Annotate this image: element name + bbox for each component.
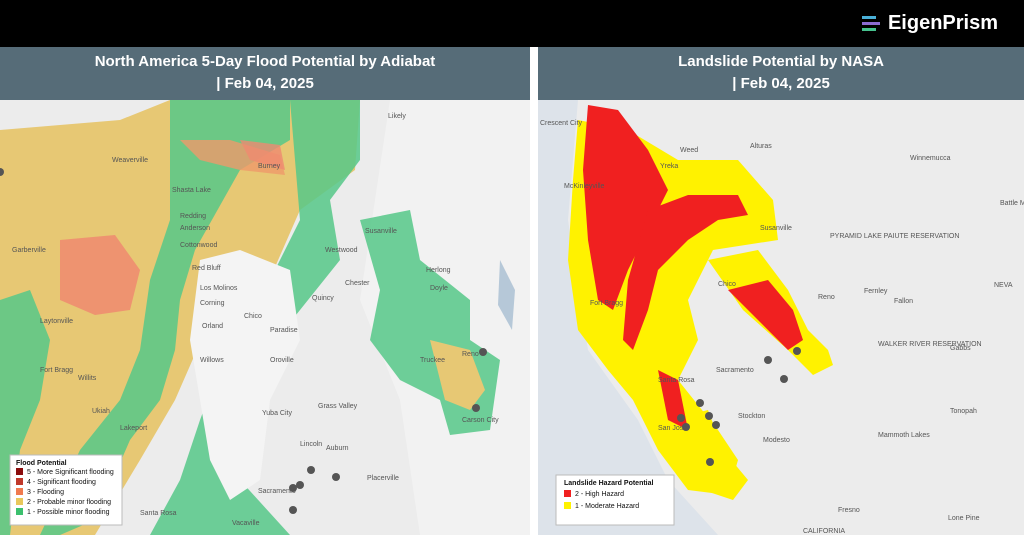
place-label: Lone Pine <box>948 515 980 522</box>
legend-swatch <box>564 490 571 497</box>
title-line: | Feb 04, 2025 <box>216 75 314 92</box>
place-label: Sacramento <box>258 488 296 495</box>
title-line: Landslide Potential by NASA <box>678 53 884 70</box>
legend: Flood Potential 5 - More Significant flo… <box>9 454 123 526</box>
place-label: Auburn <box>326 445 349 452</box>
place-label: Red Bluff <box>192 265 221 272</box>
place-label: Grass Valley <box>318 403 358 410</box>
place-label: Laytonville <box>40 318 73 325</box>
place-label: Lakeport <box>120 425 147 432</box>
place-label: Herlong <box>426 267 451 274</box>
place-label: Modesto <box>763 437 790 444</box>
legend-label: 4 - Significant flooding <box>27 479 96 486</box>
place-label: Placerville <box>367 475 399 482</box>
place-label: Willows <box>200 357 224 364</box>
title-line: | Feb 04, 2025 <box>732 75 830 92</box>
logo-icon <box>862 16 880 31</box>
place-label: Burney <box>258 163 281 170</box>
place-label: Carson City <box>462 417 499 424</box>
place-label: Fernley <box>864 288 888 295</box>
place-label: Likely <box>388 113 406 120</box>
legend-label: 1 - Moderate Hazard <box>575 503 639 510</box>
place-label: Battle Mountain <box>1000 200 1024 207</box>
panel-title: North America 5-Day Flood Potential by A… <box>0 47 530 100</box>
place-label: Weed <box>680 147 698 154</box>
place-label: Sacramento <box>716 367 754 374</box>
legend-label: 2 - High Hazard <box>575 491 624 498</box>
place-label: PYRAMID LAKE PAIUTE RESERVATION <box>830 233 959 240</box>
legend-swatch <box>16 508 23 515</box>
place-label: Tonopah <box>950 408 977 415</box>
place-label: Yuba City <box>262 410 292 417</box>
place-label: Shasta Lake <box>172 187 211 194</box>
place-label: Reno <box>818 294 835 301</box>
place-label: Fallon <box>894 298 913 305</box>
panel-title: Landslide Potential by NASA | Feb 04, 202… <box>538 47 1024 100</box>
legend-label: 3 - Flooding <box>27 489 64 496</box>
place-label: Susanville <box>760 225 792 232</box>
place-label: Stockton <box>738 413 765 420</box>
place-label: Winnemucca <box>910 155 951 162</box>
legend-label: 5 - More Significant flooding <box>27 469 114 476</box>
place-label: Weaverville <box>112 157 148 164</box>
legend-label: 1 - Possible minor flooding <box>27 509 110 516</box>
legend-label: 2 - Probable minor flooding <box>27 499 111 506</box>
logo: EigenPrism <box>887 12 998 34</box>
place-label: Cottonwood <box>180 242 217 249</box>
title-line: North America 5-Day Flood Potential by A… <box>94 53 436 70</box>
place-label: CALIFORNIA <box>803 528 845 535</box>
place-label: Reno <box>462 351 479 358</box>
place-label: Alturas <box>750 143 772 150</box>
legend: Landslide Hazard Potential 2 - High Haza… <box>555 474 675 526</box>
place-label: Yreka <box>660 163 678 170</box>
legend-swatch <box>16 488 23 495</box>
legend-swatch <box>16 478 23 485</box>
place-label: Chester <box>345 280 370 287</box>
place-label: Susanville <box>365 228 397 235</box>
place-label: Fort Bragg <box>40 367 73 374</box>
place-label: Corning <box>200 300 225 307</box>
place-label: Santa Rosa <box>140 510 177 517</box>
place-label: Santa Rosa <box>658 377 695 384</box>
legend-title: Landslide Hazard Potential <box>564 480 654 487</box>
place-label: Redding <box>180 213 206 220</box>
place-label: Crescent City <box>540 120 583 127</box>
place-label: Mammoth Lakes <box>878 432 930 439</box>
place-label: Ukiah <box>92 408 110 415</box>
place-label: Quincy <box>312 295 334 302</box>
legend-swatch <box>16 468 23 475</box>
place-label: Westwood <box>325 247 358 254</box>
place-label: Truckee <box>420 357 445 364</box>
legend-title: Flood Potential <box>16 460 67 467</box>
place-label: Vacaville <box>232 520 260 527</box>
place-label: Chico <box>718 281 736 288</box>
place-label: San Jose <box>658 425 687 432</box>
place-label: Gabbs <box>950 345 971 352</box>
place-label: Fort Bragg <box>590 300 623 307</box>
landslide-map: Crescent City Yreka Weed Alturas Winnemucca B… <box>538 100 1024 535</box>
place-label: Los Molinos <box>200 285 238 292</box>
place-label: McKinleyville <box>564 183 605 190</box>
place-label: Doyle <box>430 285 448 292</box>
place-label: Oroville <box>270 357 294 364</box>
flood-panel: North America 5-Day Flood Potential by A… <box>0 47 530 535</box>
place-label: NEVA <box>994 282 1013 289</box>
place-label: Willits <box>78 375 97 382</box>
place-label: Garberville <box>12 247 46 254</box>
place-label: Paradise <box>270 327 298 334</box>
place-label: Chico <box>244 313 262 320</box>
place-label: WALKER RIVER RESERVATION <box>878 341 982 348</box>
place-label: Anderson <box>180 225 210 232</box>
place-label: Lincoln <box>300 441 322 448</box>
top-bar: EigenPrism <box>0 0 1024 47</box>
legend-swatch <box>564 502 571 509</box>
place-label: Fresno <box>838 507 860 514</box>
flood-map: Redding Anderson Cottonwood Red Bluff Los Mo… <box>0 100 530 535</box>
landslide-panel: Landslide Potential by NASA | Feb 04, 202… <box>538 47 1024 535</box>
legend-swatch <box>16 498 23 505</box>
place-label: Orland <box>202 323 223 330</box>
